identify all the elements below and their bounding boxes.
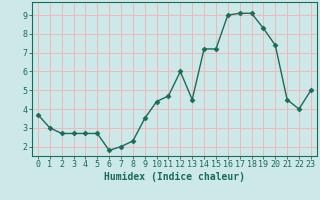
X-axis label: Humidex (Indice chaleur): Humidex (Indice chaleur) <box>104 172 245 182</box>
